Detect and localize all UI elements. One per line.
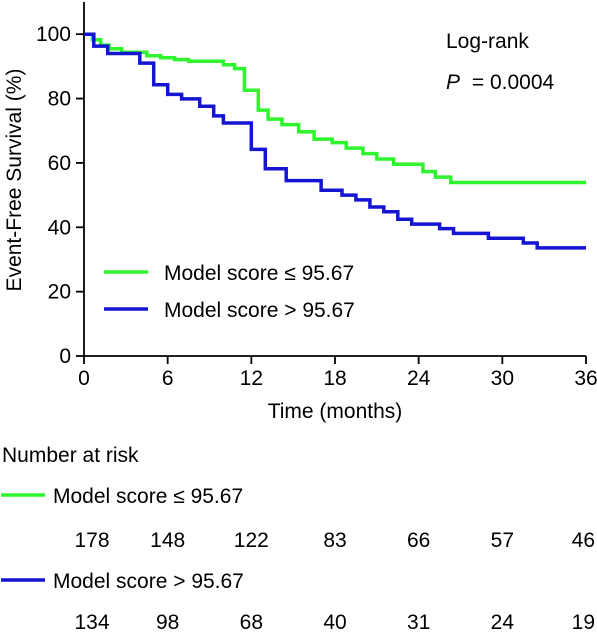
- y-axis-ticks: 0 20 40 60 80 100: [36, 23, 84, 368]
- y-axis-label: Event-Free Survival (%): [3, 69, 26, 292]
- p-value: = 0.0004: [472, 71, 555, 94]
- survival-curve-series-1: [84, 32, 586, 185]
- risk-row-label-series-1: Model score ≤ 95.67: [53, 485, 243, 508]
- y-tick-label: 60: [48, 152, 71, 175]
- y-tick-label: 40: [48, 216, 71, 239]
- risk-row-label-series-2: Model score > 95.67: [53, 570, 244, 593]
- y-tick-label: 20: [48, 281, 71, 304]
- risk-values: 178 148 122 83 66 57 46 134 98 68 40 31 24 19: [74, 529, 595, 632]
- survival-curve-series-2: [84, 32, 586, 250]
- risk-count-series-1: 46: [572, 529, 595, 552]
- risk-count-series-2: 40: [323, 611, 346, 632]
- risk-count-series-1: 178: [74, 529, 109, 552]
- x-tick-label: 30: [491, 367, 514, 390]
- series-layer: [84, 32, 586, 250]
- risk-count-series-2: 31: [407, 611, 430, 632]
- risk-count-series-1: 148: [150, 529, 185, 552]
- risk-count-series-2: 134: [74, 611, 109, 632]
- p-value-annotation: P = 0.0004: [446, 71, 555, 94]
- p-label: P: [446, 71, 460, 94]
- legend-label-series-2: Model score > 95.67: [164, 299, 355, 322]
- y-tick-label: 0: [59, 345, 71, 368]
- risk-count-series-1: 66: [407, 529, 430, 552]
- risk-table: Number at risk Model score ≤ 95.67 Model…: [1, 444, 595, 632]
- risk-count-series-2: 98: [156, 611, 179, 632]
- x-axis-label: Time (months): [268, 400, 403, 423]
- x-tick-label: 36: [574, 367, 597, 390]
- log-rank-label: Log-rank: [446, 30, 529, 53]
- x-tick-label: 12: [240, 367, 263, 390]
- risk-count-series-2: 68: [240, 611, 263, 632]
- legend: Model score ≤ 95.67 Model score > 95.67: [104, 262, 355, 322]
- risk-table-title: Number at risk: [2, 444, 139, 467]
- x-tick-label: 0: [78, 367, 90, 390]
- x-tick-label: 24: [407, 367, 431, 390]
- risk-count-series-2: 19: [572, 611, 595, 632]
- risk-count-series-1: 83: [323, 529, 346, 552]
- risk-count-series-1: 57: [491, 529, 514, 552]
- x-axis-ticks: 0 6 12 18 24 30 36: [78, 356, 597, 390]
- x-tick-label: 18: [323, 367, 346, 390]
- y-tick-label: 100: [36, 23, 71, 46]
- x-tick-label: 6: [162, 367, 174, 390]
- legend-label-series-1: Model score ≤ 95.67: [164, 262, 354, 285]
- risk-count-series-2: 24: [491, 611, 515, 632]
- risk-count-series-1: 122: [234, 529, 269, 552]
- y-tick-label: 80: [48, 88, 71, 111]
